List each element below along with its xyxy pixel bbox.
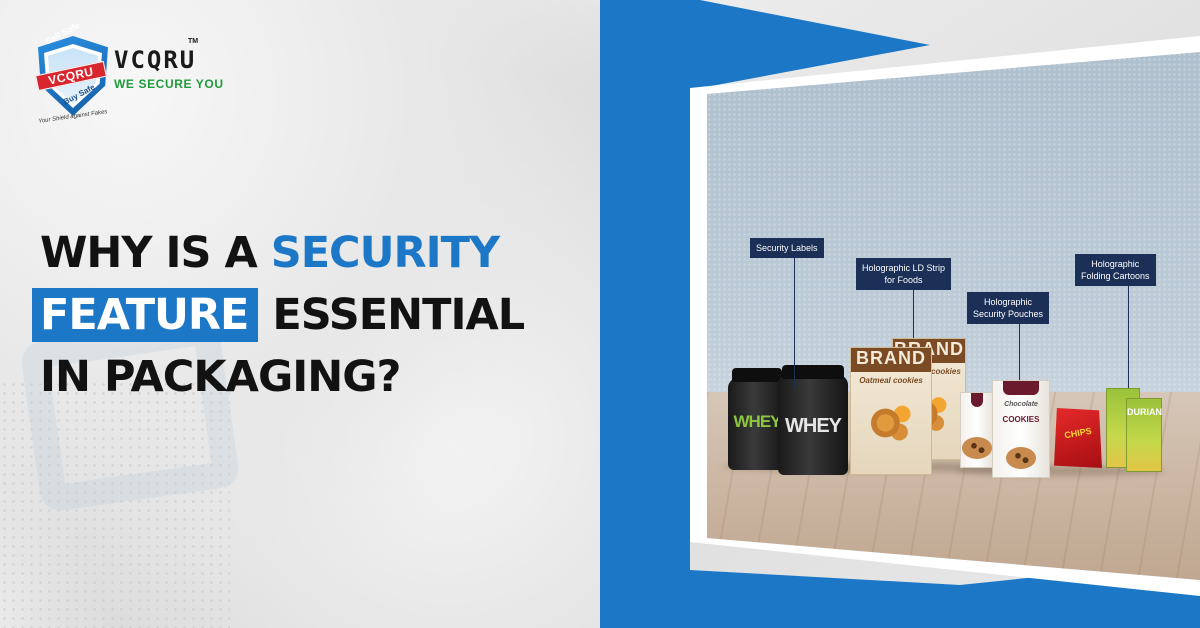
box-tab (1003, 381, 1039, 395)
vcqru-logo[interactable]: Sell Safe VCQRU Buy Safe Your Shield aga… (30, 20, 230, 130)
headline-line-3: IN PACKAGING? (40, 352, 401, 402)
callout-folding-cartons: Holographic Folding Cartoons (1075, 254, 1156, 286)
box-tab (971, 393, 983, 407)
bag-brand: BRAND (856, 348, 926, 368)
headline-dark-text: WHY IS A (40, 228, 271, 278)
box-cookie-art (962, 437, 992, 459)
product-photo (707, 52, 1200, 580)
chips-label: CHIPS (1063, 425, 1093, 441)
jar-lid (782, 365, 844, 379)
jar-label: WHEY (785, 415, 842, 437)
jar-label: WHEY (733, 412, 782, 431)
bag-subtitle: Oatmeal cookies (859, 376, 923, 385)
bag-artwork (863, 396, 919, 456)
callout-text-line-1: Holographic (1091, 259, 1140, 269)
jar-lid (732, 368, 782, 382)
callout-pole (1128, 284, 1129, 388)
cookie-bag-front: BRAND Oatmeal cookies (850, 347, 932, 475)
cookie-box-front: Chocolate COOKIES (992, 380, 1050, 478)
box-label: COOKIES (1002, 415, 1040, 424)
headline-line-1: WHY IS A SECURITY (40, 222, 560, 284)
callout-security-pouches: Holographic Security Pouches (967, 292, 1050, 324)
folding-carton-front: DURIAN (1126, 398, 1162, 472)
page-headline: WHY IS A SECURITY FEATURE ESSENTIAL IN P… (32, 222, 560, 408)
headline-boxed-text: FEATURE (32, 288, 259, 342)
whey-jar-green: WHEY (728, 368, 786, 470)
callout-text-line-2: for Foods (884, 275, 923, 285)
box-script: Chocolate (1004, 401, 1038, 408)
trademark-mark: TM (188, 38, 199, 45)
callout-text-line-2: Folding Cartoons (1081, 271, 1150, 281)
carton-label: DURIAN (1127, 407, 1162, 417)
brand-tagline: WE SECURE YOU (114, 77, 224, 91)
callout-pole (913, 288, 914, 338)
headline-blue-text: SECURITY (270, 228, 500, 278)
whey-jar-red: WHEY (778, 365, 848, 475)
callout-pole (794, 258, 795, 388)
headline-line-2: FEATURE ESSENTIAL (32, 284, 560, 346)
brand-name: VCQRU (114, 46, 197, 74)
callout-pole (1019, 322, 1020, 380)
callout-security-labels: Security Labels (750, 238, 824, 258)
box-cookie-art (1006, 447, 1036, 469)
cookie-box-back (960, 392, 994, 468)
callout-text-line-1: Holographic LD Strip (862, 263, 946, 273)
bag-band (851, 348, 931, 372)
callout-text-line-2: Security Pouches (973, 309, 1044, 319)
callout-text: Security Labels (756, 243, 818, 253)
dot-pattern-decoration (0, 380, 230, 628)
product-shadow-right (955, 466, 1165, 476)
headline-dark-text-2: ESSENTIAL (258, 290, 525, 340)
callout-text-line-1: Holographic (984, 297, 1033, 307)
chips-packet: CHIPS (1054, 408, 1102, 468)
callout-ld-strip: Holographic LD Strip for Foods (856, 258, 952, 290)
